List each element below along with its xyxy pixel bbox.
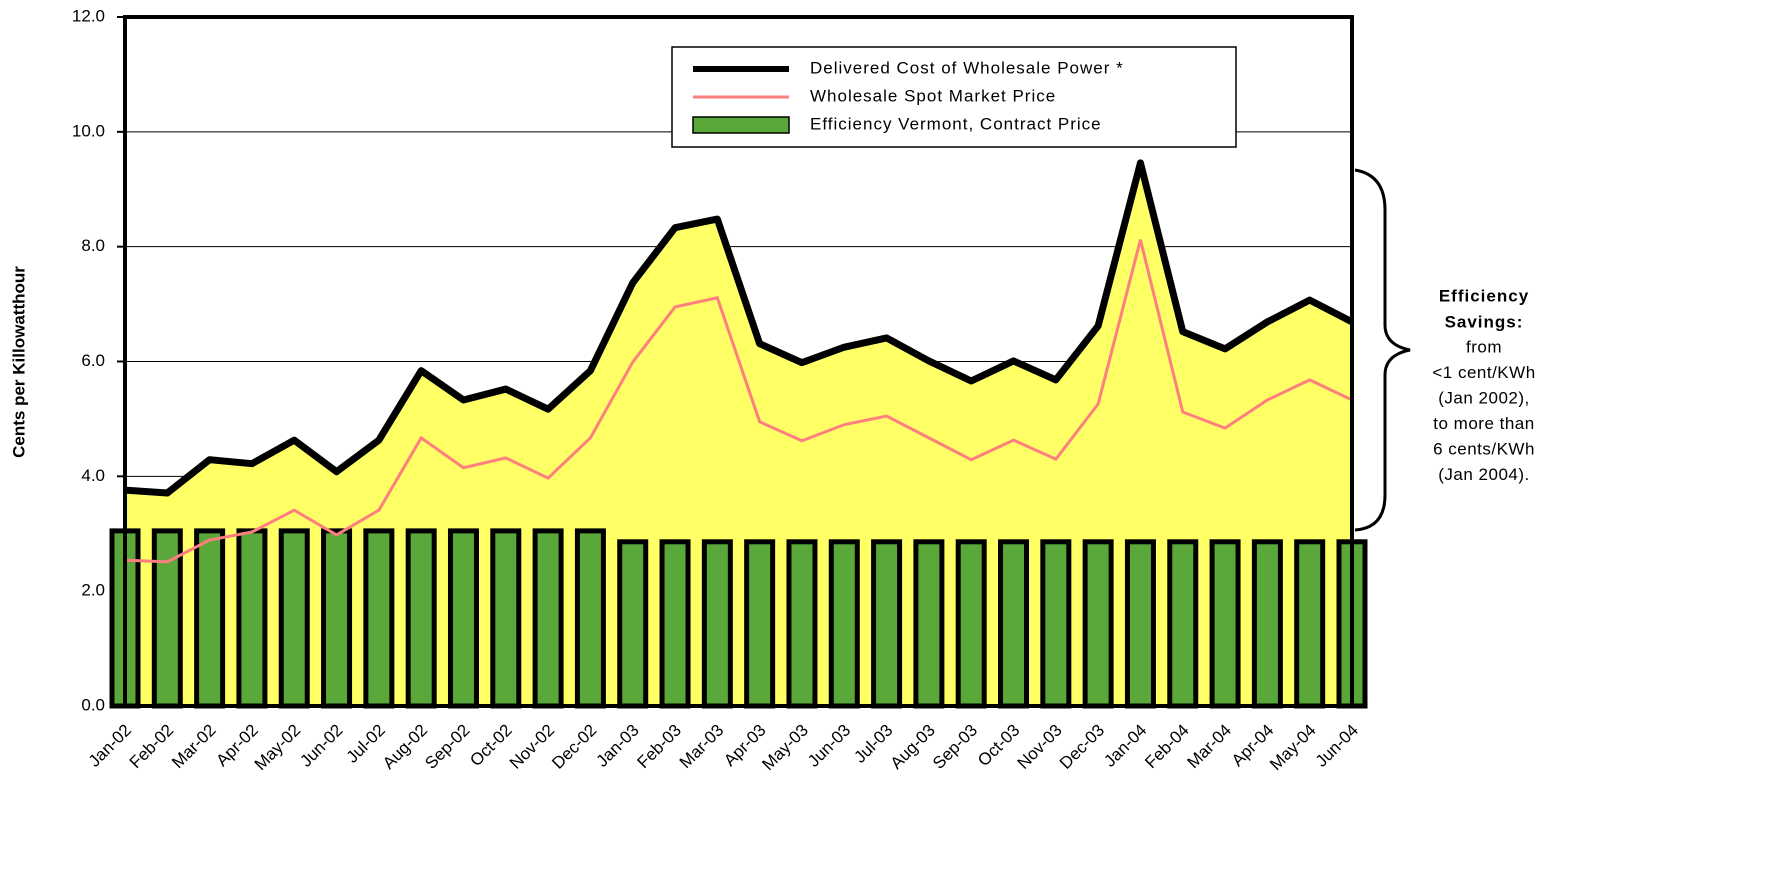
bar <box>405 528 437 709</box>
x-tick-label: Nov-02 <box>506 721 558 773</box>
x-tick-label: Aug-03 <box>887 721 939 773</box>
annotation-text: to more than <box>1433 414 1534 433</box>
x-tick-label: Jan-03 <box>593 721 643 771</box>
x-tick-label: Mar-04 <box>1184 721 1236 773</box>
x-tick-label: May-02 <box>251 721 305 775</box>
x-tick-label: Sep-03 <box>929 721 981 773</box>
x-tick-label: Jan-02 <box>85 721 135 771</box>
bar <box>871 539 903 709</box>
x-tick-label: Jun-02 <box>296 721 346 771</box>
x-tick-label: May-04 <box>1266 721 1320 775</box>
bar <box>447 528 479 709</box>
annotation-text: 6 cents/KWh <box>1433 439 1535 458</box>
y-tick-label: 12.0 <box>72 6 105 25</box>
y-tick-label: 4.0 <box>81 466 105 485</box>
bar <box>321 528 353 709</box>
bar <box>1209 539 1241 709</box>
y-tick-label: 6.0 <box>81 351 105 370</box>
x-tick-label: Jun-04 <box>1312 721 1362 771</box>
x-tick-label: Jan-04 <box>1100 721 1150 771</box>
bar <box>490 528 522 709</box>
bar <box>1251 539 1283 709</box>
bar <box>1040 539 1072 709</box>
bar <box>998 539 1030 709</box>
y-tick-label: 2.0 <box>81 581 105 600</box>
bar <box>1124 539 1156 709</box>
line <box>124 239 1353 564</box>
legend-swatch <box>692 116 790 134</box>
bar <box>701 539 733 709</box>
line <box>124 159 1354 497</box>
legend-label: Delivered Cost of Wholesale Power * <box>810 58 1124 77</box>
legend-label: Efficiency Vermont, Contract Price <box>810 114 1102 133</box>
y-tick-label: 0.0 <box>81 695 105 714</box>
bar <box>913 539 945 709</box>
bar <box>194 528 226 709</box>
x-tick-label: Mar-02 <box>168 721 220 773</box>
y-tick-label: 10.0 <box>72 121 105 140</box>
plot-frame <box>123 15 1354 708</box>
bar <box>278 528 310 709</box>
annotation-text: from <box>1466 337 1502 356</box>
x-tick-label: May-03 <box>758 721 812 775</box>
annotation-text: (Jan 2004). <box>1438 465 1530 484</box>
bar <box>1082 539 1114 709</box>
x-tick-label: Dec-03 <box>1056 721 1108 773</box>
x-tick-label: Feb-04 <box>1141 721 1193 773</box>
bar <box>363 528 395 709</box>
annotation-text: (Jan 2002), <box>1438 388 1530 407</box>
bar <box>955 539 987 709</box>
annotation-text: <1 cent/KWh <box>1432 363 1535 382</box>
legend-label: Wholesale Spot Market Price <box>810 86 1056 105</box>
y-axis-label: Cents per Killowatthour <box>9 266 28 458</box>
bar <box>744 539 776 709</box>
y-tick-label: 8.0 <box>81 236 105 255</box>
bar <box>236 528 268 709</box>
annotation-title: Efficiency <box>1439 286 1529 305</box>
x-tick-label: Dec-02 <box>548 721 600 773</box>
bar <box>828 539 860 709</box>
bar <box>786 539 818 709</box>
bar <box>1294 539 1326 709</box>
bar <box>1167 539 1199 709</box>
x-tick-label: Mar-03 <box>676 721 728 773</box>
x-tick-label: Sep-02 <box>421 721 473 773</box>
annotation-title: Savings: <box>1445 312 1524 331</box>
bar <box>659 539 691 709</box>
x-tick-label: Nov-03 <box>1014 721 1066 773</box>
bar <box>532 528 564 709</box>
x-tick-label: Feb-03 <box>634 721 686 773</box>
x-tick-label: Aug-02 <box>379 721 431 773</box>
x-tick-label: Jun-03 <box>804 721 854 771</box>
brace <box>1354 168 1411 532</box>
bar <box>574 528 606 709</box>
bar <box>617 539 649 709</box>
x-tick-label: Feb-02 <box>126 721 178 773</box>
